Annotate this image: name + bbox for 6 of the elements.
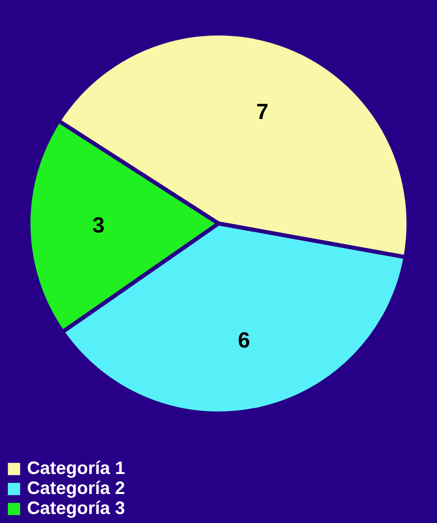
- data-label: 6: [238, 328, 250, 353]
- legend-label: Categoría 3: [27, 498, 126, 518]
- data-label: 3: [92, 212, 105, 238]
- legend-label: Categoría 2: [27, 478, 126, 498]
- legend-label: Categoría 1: [27, 458, 126, 478]
- data-label: 7: [256, 98, 269, 124]
